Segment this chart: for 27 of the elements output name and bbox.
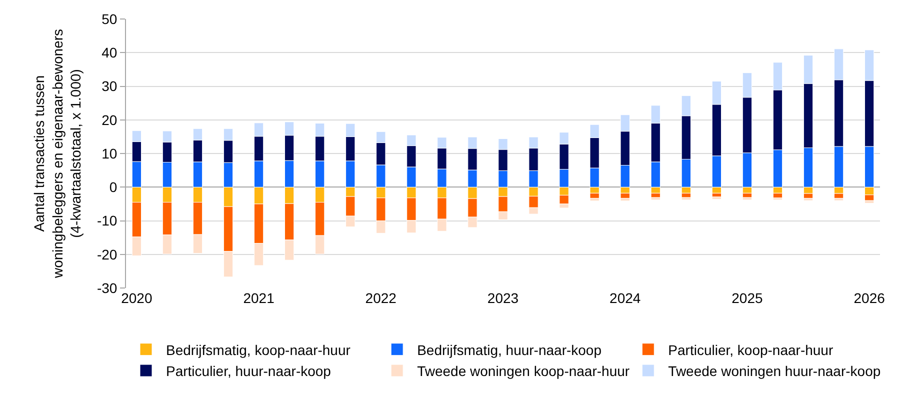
bar [742,197,752,200]
legend-label: Particulier, huur-naar-koop [166,362,332,379]
y-axis-title: Aantal transacties tussen woningbeleggers en eigenaar-bewoners (4-kwartaalstotaal, x 1.000) [31,28,84,280]
y-tick-label: 30 [102,78,118,94]
y-tick-label: -30 [96,280,118,296]
y-tick-label: -20 [96,246,118,262]
y-tick-label: 10 [102,145,118,162]
x-tick-label: 2023 [487,290,519,306]
x-tick-label: 2020 [121,290,152,306]
y-tick-label: 50 [102,10,118,27]
y-tick-label: 40 [102,44,118,61]
y-tick-label: -10 [96,212,118,229]
bar [681,197,691,200]
x-tick-label: 2025 [732,290,763,306]
bar [712,196,722,200]
bar [650,197,660,200]
x-tick-label: 2026 [854,290,886,306]
legend-label: Tweede woningen koop-naar-huur [417,362,630,379]
legend-label: Particulier, koop-naar-huur [668,342,834,358]
x-tick-label: 2021 [243,290,275,306]
legend-label: Tweede woningen huur-naar-koop [668,362,881,379]
legend-label: Bedrijfsmatig, koop-naar-huur [166,342,351,358]
y-tick-label: 20 [102,112,118,128]
legend-label: Bedrijfsmatig, huur-naar-koop [417,342,602,358]
x-tick-label: 2022 [365,290,397,306]
x-tick-label: 2024 [610,290,641,306]
y-tick-label: 0 [109,179,118,196]
